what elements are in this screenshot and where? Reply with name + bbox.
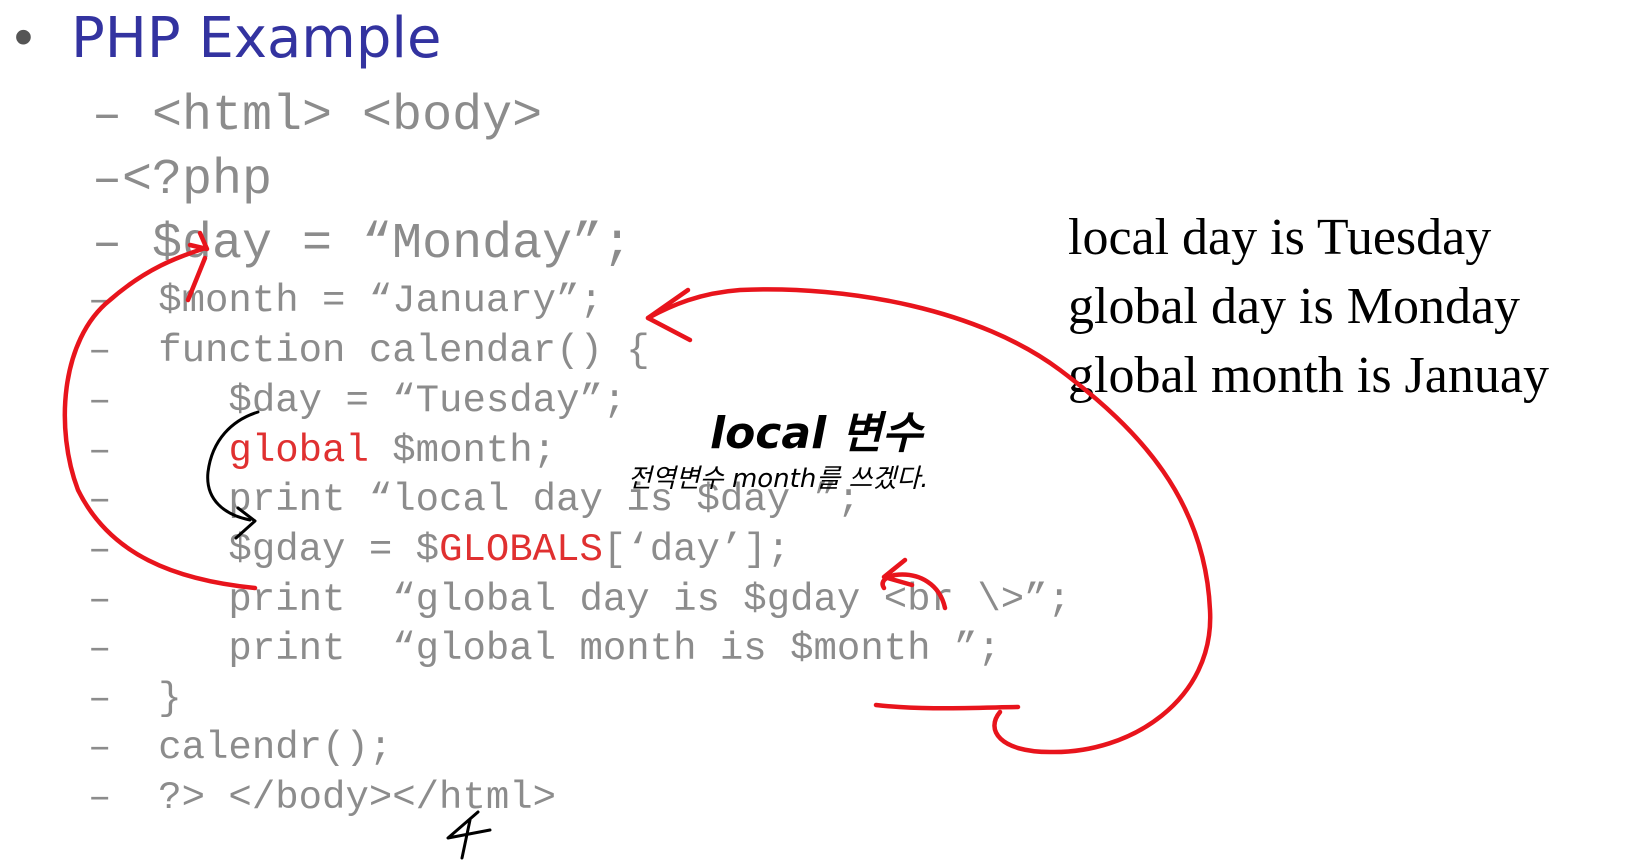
global-keyword: global (228, 429, 369, 473)
code-text: <?php (122, 152, 273, 209)
code-line: – global $month; (88, 429, 556, 473)
code-text: ?> </body></html> (111, 776, 557, 820)
line-dash: – (88, 627, 112, 671)
code-text: print “global month is $month ”; (111, 627, 1001, 671)
code-text: <html> <body> (122, 88, 543, 145)
code-line: – function calendar() { (88, 329, 650, 373)
code-line: – print “local day is $day ”; (88, 478, 860, 522)
code-text: function calendar() { (111, 329, 650, 373)
code-line: – <html> <body> (92, 88, 542, 145)
line-dash: – (92, 88, 123, 145)
code-text: } (111, 677, 182, 721)
code-line: – } (88, 677, 182, 721)
line-dash: – (88, 528, 112, 572)
title-bullet: • (14, 7, 33, 67)
red-underline (873, 702, 1021, 711)
output-line-local: local day is Tuesday (1068, 209, 1492, 266)
code-line: – $month = “January”; (88, 279, 603, 323)
line-dash: – (88, 279, 112, 323)
code-line: – calendr(); (88, 726, 392, 770)
code-text: $month = “January”; (111, 279, 603, 323)
output-line-global-month: global month is Januay (1068, 347, 1549, 404)
code-line: – $gday = $GLOBALS[‘day’]; (88, 528, 790, 572)
global-note: 전역변수 month를 쓰겠다. (628, 464, 929, 494)
red-hook-arrowhead (881, 557, 915, 588)
line-dash: – (88, 478, 112, 522)
code-text: [‘day’]; (602, 528, 791, 572)
black-scribble (446, 810, 492, 860)
line-dash: – (88, 379, 112, 423)
code-text: print “local day is $day ”; (111, 478, 861, 522)
black-bracket-arrow (206, 410, 260, 522)
output-line-global-day: global day is Monday (1068, 278, 1521, 335)
code-line: –<?php (92, 152, 272, 209)
code-text: $day = “Tuesday”; (111, 379, 627, 423)
line-dash: – (88, 677, 112, 721)
code-line: – $day = “Tuesday”; (88, 379, 626, 423)
code-text: $day = “Monday”; (122, 216, 633, 273)
line-dash: – (88, 329, 112, 373)
line-dash: – (88, 578, 112, 622)
code-line: – ?> </body></html> (88, 776, 556, 820)
red-hook-arrow (880, 572, 948, 611)
line-dash: – (88, 776, 112, 820)
code-text: $gday = $ (111, 528, 440, 572)
red-left-arrow (62, 245, 258, 591)
red-loop-arrow (645, 287, 1213, 755)
red-left-arrowhead (187, 230, 210, 252)
code-text: $month; (368, 429, 557, 473)
red-small-tick (185, 255, 208, 303)
code-text: calendr(); (111, 726, 393, 770)
line-dash: – (88, 726, 112, 770)
black-arrowhead (234, 506, 257, 540)
globals-keyword: GLOBALS (439, 528, 603, 572)
code-line: – print “global month is $month ”; (88, 627, 1001, 671)
line-dash: – (88, 429, 112, 473)
line-dash: – (92, 216, 123, 273)
slide-title: PHP Example (71, 6, 442, 71)
red-arrowhead (645, 287, 693, 343)
line-dash: – (92, 152, 123, 209)
local-note: local 변수 (710, 408, 925, 459)
code-line: – $day = “Monday”; (92, 216, 632, 273)
